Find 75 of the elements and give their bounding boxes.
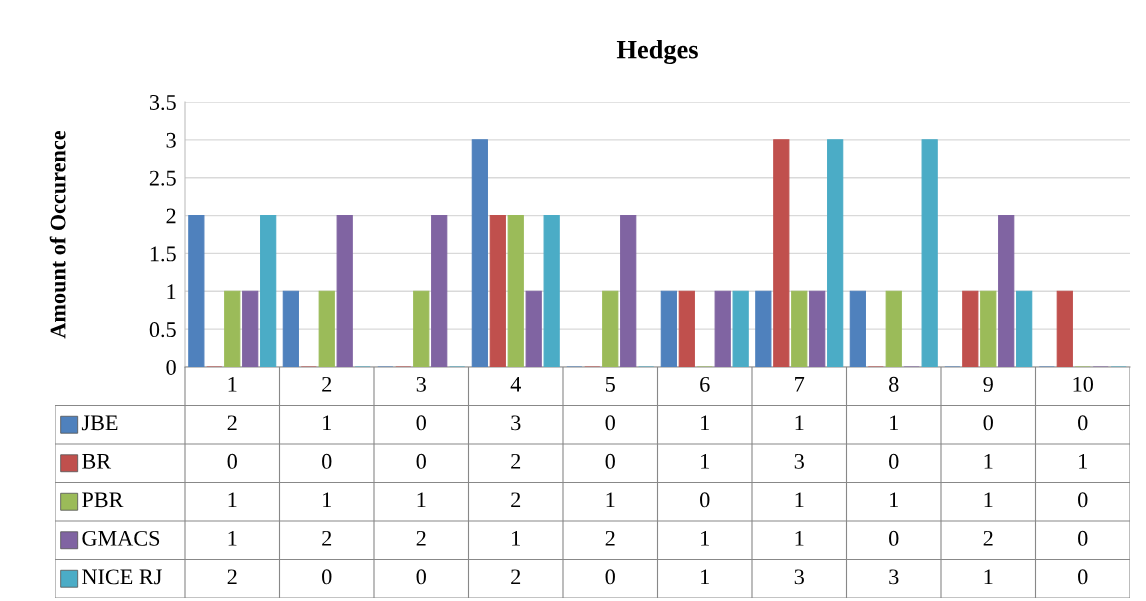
x-tick-label: 10 <box>1073 376 1094 392</box>
data-label: 2 <box>416 530 426 546</box>
data-label: 1 <box>795 492 804 508</box>
legend-label: GMACS <box>82 530 160 546</box>
data-label: 0 <box>322 453 332 469</box>
x-tick-label: 3 <box>416 376 426 392</box>
data-label: 0 <box>1078 530 1088 546</box>
data-label: 0 <box>700 492 710 508</box>
x-tick-label: 6 <box>700 376 710 392</box>
y-tick-label: 3.5 <box>149 94 176 111</box>
x-tick-label: 9 <box>983 376 993 392</box>
y-tick-label: 1.5 <box>150 246 176 262</box>
y-tick-label: 2 <box>166 208 176 224</box>
legend-label: PBR <box>82 492 124 508</box>
data-label: 0 <box>227 453 237 469</box>
legend-label: NICE RJ <box>82 569 162 585</box>
legend-label: JBE <box>81 415 118 431</box>
y-tick-label: 2.5 <box>149 170 176 186</box>
data-label: 1 <box>417 492 426 508</box>
data-label: 0 <box>605 453 615 469</box>
x-tick-label: 5 <box>605 377 615 392</box>
x-tick-label: 4 <box>510 376 521 392</box>
data-label: 0 <box>983 415 993 431</box>
y-tick-label: 1 <box>167 284 176 299</box>
data-label: 3 <box>511 415 521 431</box>
data-label: 1 <box>701 530 709 546</box>
data-label: 0 <box>889 453 899 469</box>
data-label: 1 <box>323 415 331 431</box>
data-label: 0 <box>889 530 899 546</box>
y-axis-title: Amount of Occurence <box>49 130 66 339</box>
x-tick-label: 1 <box>228 376 237 392</box>
x-tick-label: 7 <box>795 377 805 392</box>
data-label: 2 <box>511 569 521 585</box>
y-tick-label: 0 <box>166 359 176 375</box>
data-label: 0 <box>1078 415 1088 431</box>
data-label: 1 <box>890 415 898 431</box>
data-label: 1 <box>795 415 804 431</box>
data-label: 1 <box>984 453 993 469</box>
data-label: 1 <box>606 492 615 508</box>
data-label: 1 <box>512 530 520 546</box>
data-label: 0 <box>605 415 615 431</box>
data-label: 2 <box>227 569 237 585</box>
data-label: 2 <box>322 530 332 546</box>
data-label: 1 <box>701 415 709 431</box>
data-label: 1 <box>228 492 237 508</box>
x-tick-label: 2 <box>322 376 332 392</box>
data-label: 0 <box>1078 569 1088 585</box>
legend-label: BR <box>82 454 112 469</box>
data-label: 0 <box>416 453 426 469</box>
data-label: 0 <box>605 569 615 585</box>
data-label: 1 <box>984 492 993 508</box>
data-label: 0 <box>416 569 426 585</box>
data-label: 1 <box>984 569 993 585</box>
data-label: 1 <box>890 492 898 508</box>
data-label: 2 <box>983 530 993 546</box>
data-label: 2 <box>511 453 521 469</box>
chart-title: Hedges <box>616 39 698 65</box>
data-label: 1 <box>228 530 237 546</box>
x-tick-label: 8 <box>889 376 899 392</box>
data-label: 1 <box>701 569 709 585</box>
data-label: 0 <box>322 569 332 585</box>
data-label: 1 <box>701 453 709 469</box>
data-label: 3 <box>794 569 804 585</box>
data-label: 2 <box>511 492 521 508</box>
data-label: 3 <box>794 453 804 469</box>
data-label: 0 <box>1078 492 1088 508</box>
data-label: 3 <box>889 569 899 585</box>
data-label: 0 <box>416 415 426 431</box>
data-label: 1 <box>795 530 804 546</box>
data-label: 2 <box>605 530 615 546</box>
data-label: 2 <box>227 415 237 431</box>
y-tick-label: 0.5 <box>149 322 176 338</box>
data-label: 1 <box>1079 453 1087 469</box>
data-label: 1 <box>323 492 331 508</box>
y-tick-label: 3 <box>166 132 176 148</box>
